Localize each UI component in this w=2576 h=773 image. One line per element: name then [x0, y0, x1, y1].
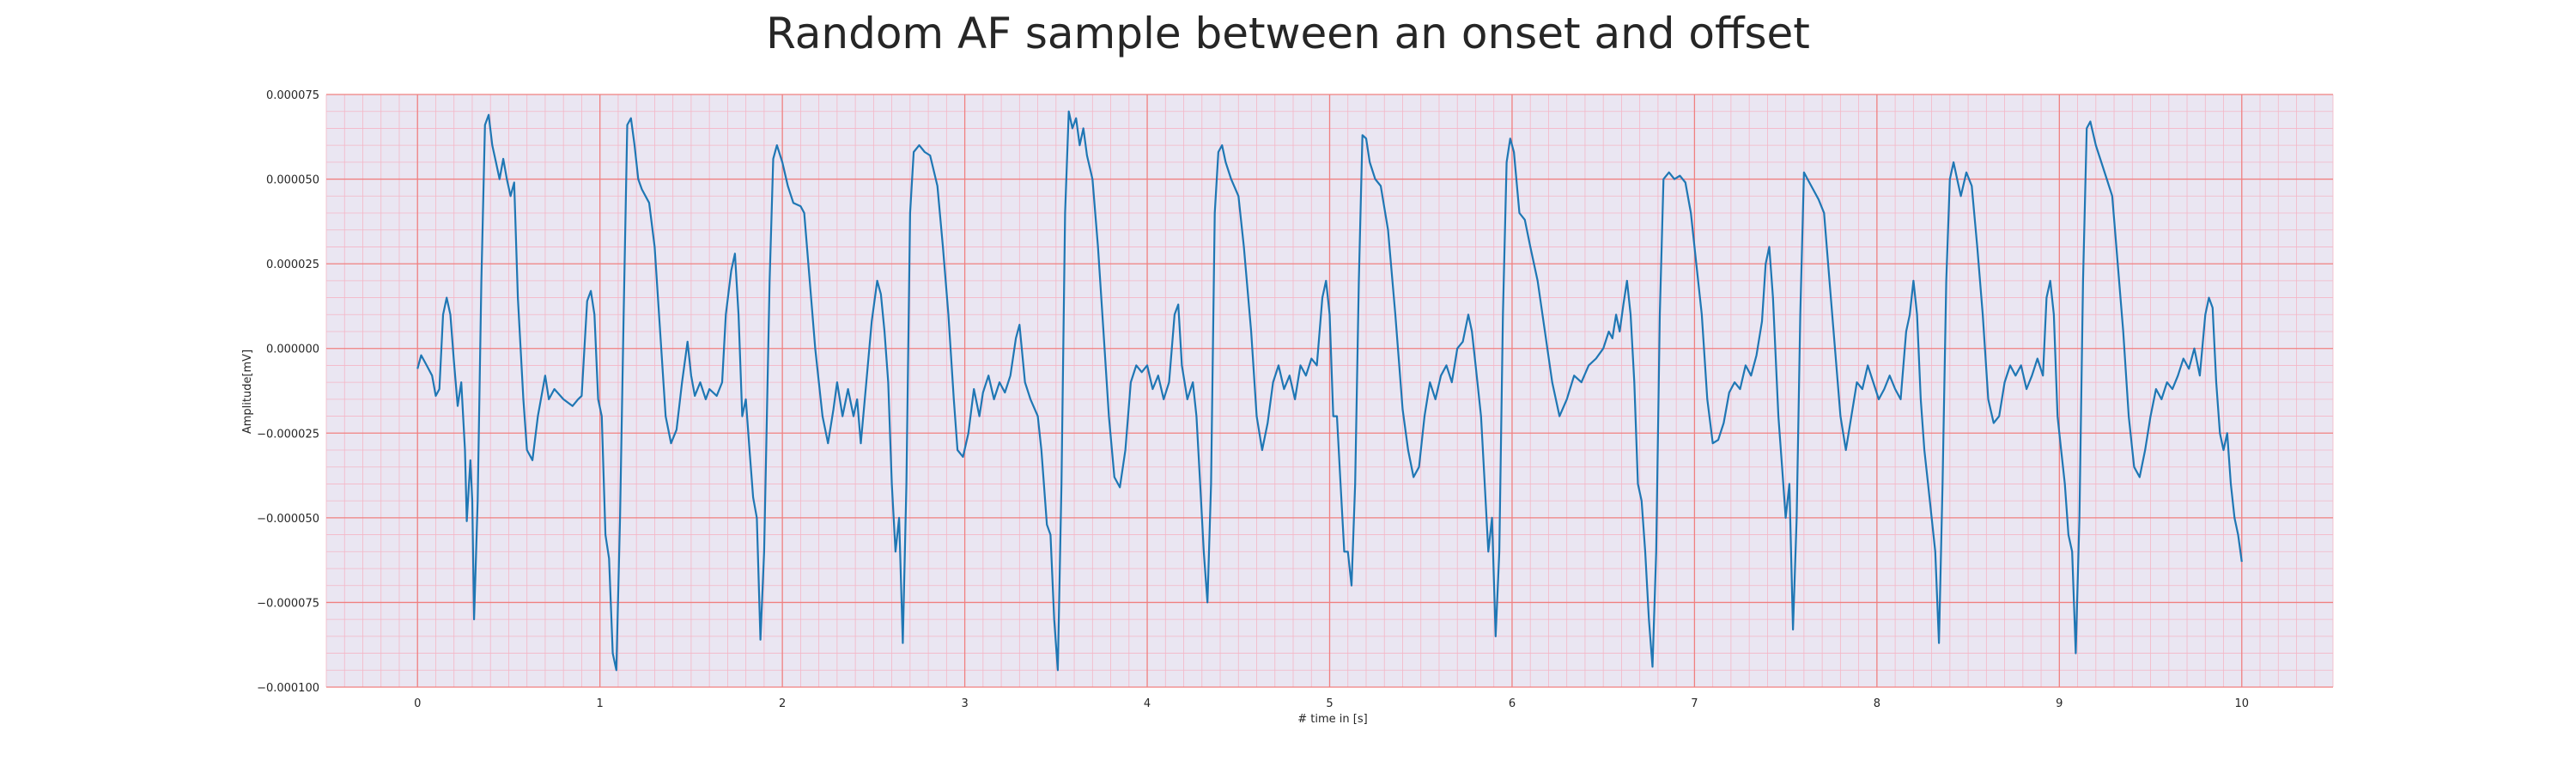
y-axis-label: Amplitude[mV] — [241, 350, 254, 434]
chart-title: Random AF sample between an onset and of… — [766, 9, 1810, 58]
y-tick-label: 0.000075 — [266, 89, 319, 102]
x-tick-label: 8 — [1874, 697, 1880, 710]
x-tick-label: 3 — [961, 697, 968, 710]
x-tick-label: 7 — [1691, 697, 1698, 710]
y-axis-ticks: 0.000075 0.000050 0.000025 0.000000 −0.00002… — [257, 89, 319, 695]
y-tick-label: 0.000000 — [266, 344, 319, 356]
x-axis-label: # time in [s] — [1297, 713, 1367, 726]
y-tick-label: −0.000025 — [257, 428, 319, 441]
y-tick-label: −0.000100 — [257, 682, 319, 695]
x-tick-label: 5 — [1326, 697, 1333, 710]
x-tick-label: 6 — [1509, 697, 1516, 710]
y-tick-label: 0.000025 — [266, 259, 319, 271]
major-grid — [326, 94, 2333, 688]
x-tick-label: 4 — [1144, 697, 1151, 710]
x-axis-ticks: 0 1 2 3 4 5 6 7 8 9 10 — [414, 697, 2249, 710]
x-tick-label: 1 — [597, 697, 604, 710]
x-tick-label: 2 — [779, 697, 786, 710]
x-tick-label: 9 — [2056, 697, 2063, 710]
y-tick-label: −0.000075 — [257, 597, 319, 610]
x-tick-label: 0 — [414, 697, 421, 710]
y-tick-label: −0.000050 — [257, 513, 319, 526]
signal-line — [416, 110, 2243, 672]
y-tick-label: 0.000050 — [266, 174, 319, 187]
x-tick-label: 10 — [2234, 697, 2249, 710]
